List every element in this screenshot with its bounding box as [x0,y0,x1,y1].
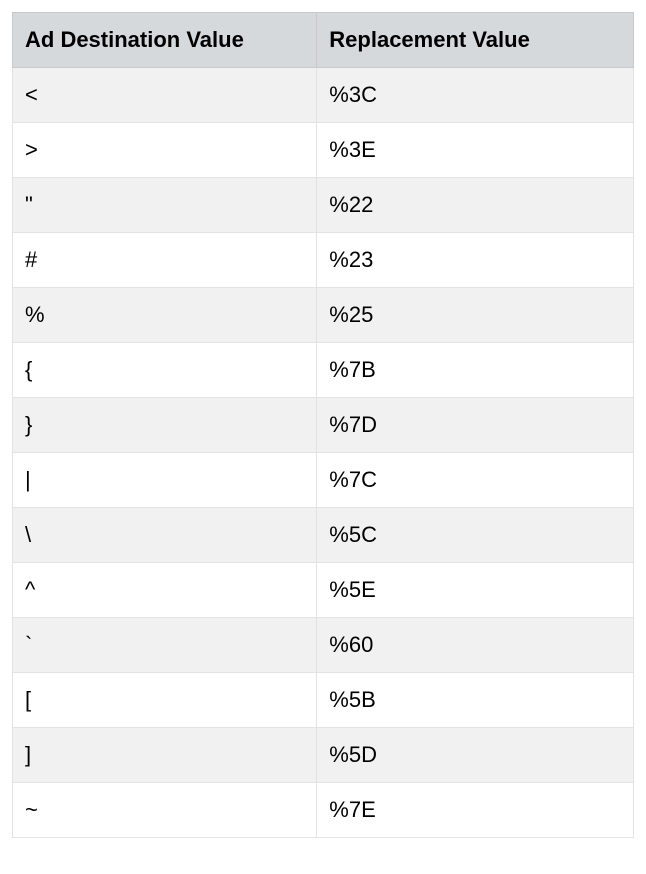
table-row: " %22 [13,178,634,233]
cell-replacement: %5C [317,508,634,563]
table-row: ] %5D [13,728,634,783]
cell-replacement: %5B [317,673,634,728]
cell-ad-destination: } [13,398,317,453]
cell-ad-destination: > [13,123,317,178]
cell-replacement: %23 [317,233,634,288]
cell-replacement: %22 [317,178,634,233]
cell-replacement: %7E [317,783,634,838]
cell-ad-destination: { [13,343,317,398]
table-row: ~ %7E [13,783,634,838]
column-header-replacement: Replacement Value [317,13,634,68]
cell-replacement: %60 [317,618,634,673]
table-row: { %7B [13,343,634,398]
table-body: < %3C > %3E " %22 # %23 % %25 { %7B } %7… [13,68,634,838]
table-row: [ %5B [13,673,634,728]
cell-ad-destination: < [13,68,317,123]
table-row: ` %60 [13,618,634,673]
cell-replacement: %7C [317,453,634,508]
table-row: % %25 [13,288,634,343]
table-row: # %23 [13,233,634,288]
cell-ad-destination: % [13,288,317,343]
cell-ad-destination: | [13,453,317,508]
column-header-ad-destination: Ad Destination Value [13,13,317,68]
cell-replacement: %3C [317,68,634,123]
cell-ad-destination: ] [13,728,317,783]
table-row: } %7D [13,398,634,453]
cell-ad-destination: ^ [13,563,317,618]
table-row: \ %5C [13,508,634,563]
cell-ad-destination: # [13,233,317,288]
cell-replacement: %5D [317,728,634,783]
table-row: | %7C [13,453,634,508]
table-header-row: Ad Destination Value Replacement Value [13,13,634,68]
cell-ad-destination: " [13,178,317,233]
cell-replacement: %7B [317,343,634,398]
cell-replacement: %5E [317,563,634,618]
table-row: ^ %5E [13,563,634,618]
cell-ad-destination: \ [13,508,317,563]
table-row: > %3E [13,123,634,178]
cell-replacement: %3E [317,123,634,178]
cell-ad-destination: ` [13,618,317,673]
cell-replacement: %7D [317,398,634,453]
encoding-table: Ad Destination Value Replacement Value <… [12,12,634,838]
cell-ad-destination: [ [13,673,317,728]
cell-ad-destination: ~ [13,783,317,838]
table-row: < %3C [13,68,634,123]
cell-replacement: %25 [317,288,634,343]
